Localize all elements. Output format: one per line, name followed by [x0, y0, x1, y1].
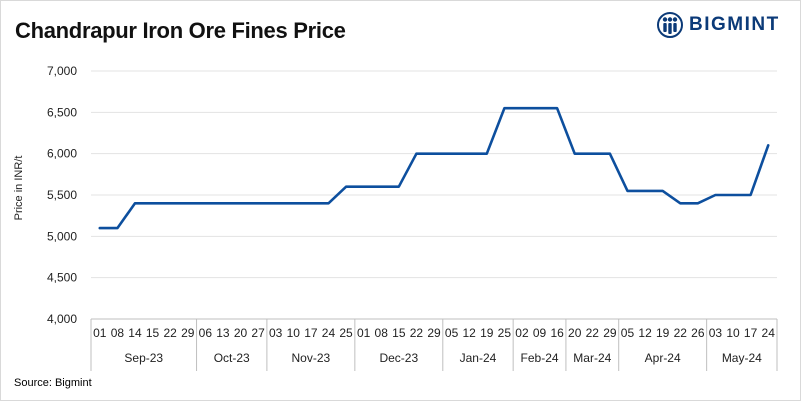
x-tick-label: 24 [322, 326, 336, 340]
x-tick-label: 05 [621, 326, 635, 340]
x-tick-label: 03 [709, 326, 723, 340]
x-axis: 01 08 14 15 22 29 06 13 20 27 03 10 17 24 25 01 08 15 22 29… [90, 318, 778, 371]
price-line [98, 106, 770, 230]
x-tick-label: 25 [498, 326, 512, 340]
month-label: Oct-23 [214, 351, 250, 365]
bigmint-logo-icon [657, 12, 683, 38]
x-tick-label: 26 [691, 326, 705, 340]
y-tick-label: 7,000 [47, 64, 77, 78]
y-axis-ticks: 4,000 4,500 5,000 5,500 6,000 6,500 7,000 [47, 64, 77, 326]
x-tick-label: 25 [339, 326, 353, 340]
series-line [98, 106, 770, 230]
y-tick-label: 6,000 [47, 147, 77, 161]
x-tick-label: 01 [357, 326, 371, 340]
chart-title: Chandrapur Iron Ore Fines Price [15, 18, 346, 43]
x-tick-label: 19 [480, 326, 494, 340]
x-tick-label: 22 [586, 326, 600, 340]
x-tick-label: 29 [181, 326, 195, 340]
month-label: Dec-23 [379, 351, 418, 365]
x-tick-label: 09 [533, 326, 547, 340]
x-tick-label: 10 [726, 326, 740, 340]
x-tick-label: 06 [199, 326, 213, 340]
month-label: Sep-23 [124, 351, 163, 365]
x-tick-label: 17 [304, 326, 318, 340]
month-label: Mar-24 [573, 351, 611, 365]
x-tick-label: 29 [603, 326, 617, 340]
y-axis-label: Price in INR/t [13, 156, 25, 221]
month-label: Feb-24 [521, 351, 559, 365]
y-tick-label: 4,500 [47, 271, 77, 285]
x-tick-label: 14 [128, 326, 142, 340]
y-tick-label: 5,000 [47, 229, 77, 243]
x-tick-label: 01 [93, 326, 107, 340]
y-tick-label: 6,500 [47, 105, 77, 119]
x-tick-label: 08 [111, 326, 125, 340]
month-label: Nov-23 [292, 351, 331, 365]
x-tick-label: 22 [163, 326, 177, 340]
month-label: Jan-24 [460, 351, 497, 365]
x-tick-label: 02 [515, 326, 529, 340]
x-tick-label: 29 [427, 326, 441, 340]
brand-name: BIGMINT [689, 14, 780, 35]
x-tick-label: 17 [744, 326, 758, 340]
x-tick-label: 13 [216, 326, 230, 340]
x-tick-label: 10 [287, 326, 301, 340]
month-label: May-24 [722, 351, 762, 365]
x-tick-label: 27 [251, 326, 265, 340]
source-note: Source: Bigmint [14, 377, 92, 389]
x-tick-label: 12 [462, 326, 476, 340]
x-tick-label: 05 [445, 326, 459, 340]
x-tick-label: 08 [375, 326, 389, 340]
y-tick-label: 5,500 [47, 188, 77, 202]
x-tick-label: 12 [638, 326, 652, 340]
x-tick-label: 03 [269, 326, 283, 340]
x-tick-label: 20 [234, 326, 248, 340]
x-tick-label: 22 [674, 326, 688, 340]
x-tick-label: 22 [410, 326, 424, 340]
x-tick-label: 15 [146, 326, 160, 340]
y-tick-label: 4,000 [47, 312, 77, 326]
month-label: Apr-24 [645, 351, 681, 365]
x-tick-label: 20 [568, 326, 582, 340]
x-tick-label: 16 [550, 326, 564, 340]
grid-lines [91, 70, 777, 279]
x-tick-label: 15 [392, 326, 406, 340]
x-tick-label: 19 [656, 326, 670, 340]
brand-logo: BIGMINT [657, 12, 780, 38]
x-tick-label: 24 [762, 326, 776, 340]
